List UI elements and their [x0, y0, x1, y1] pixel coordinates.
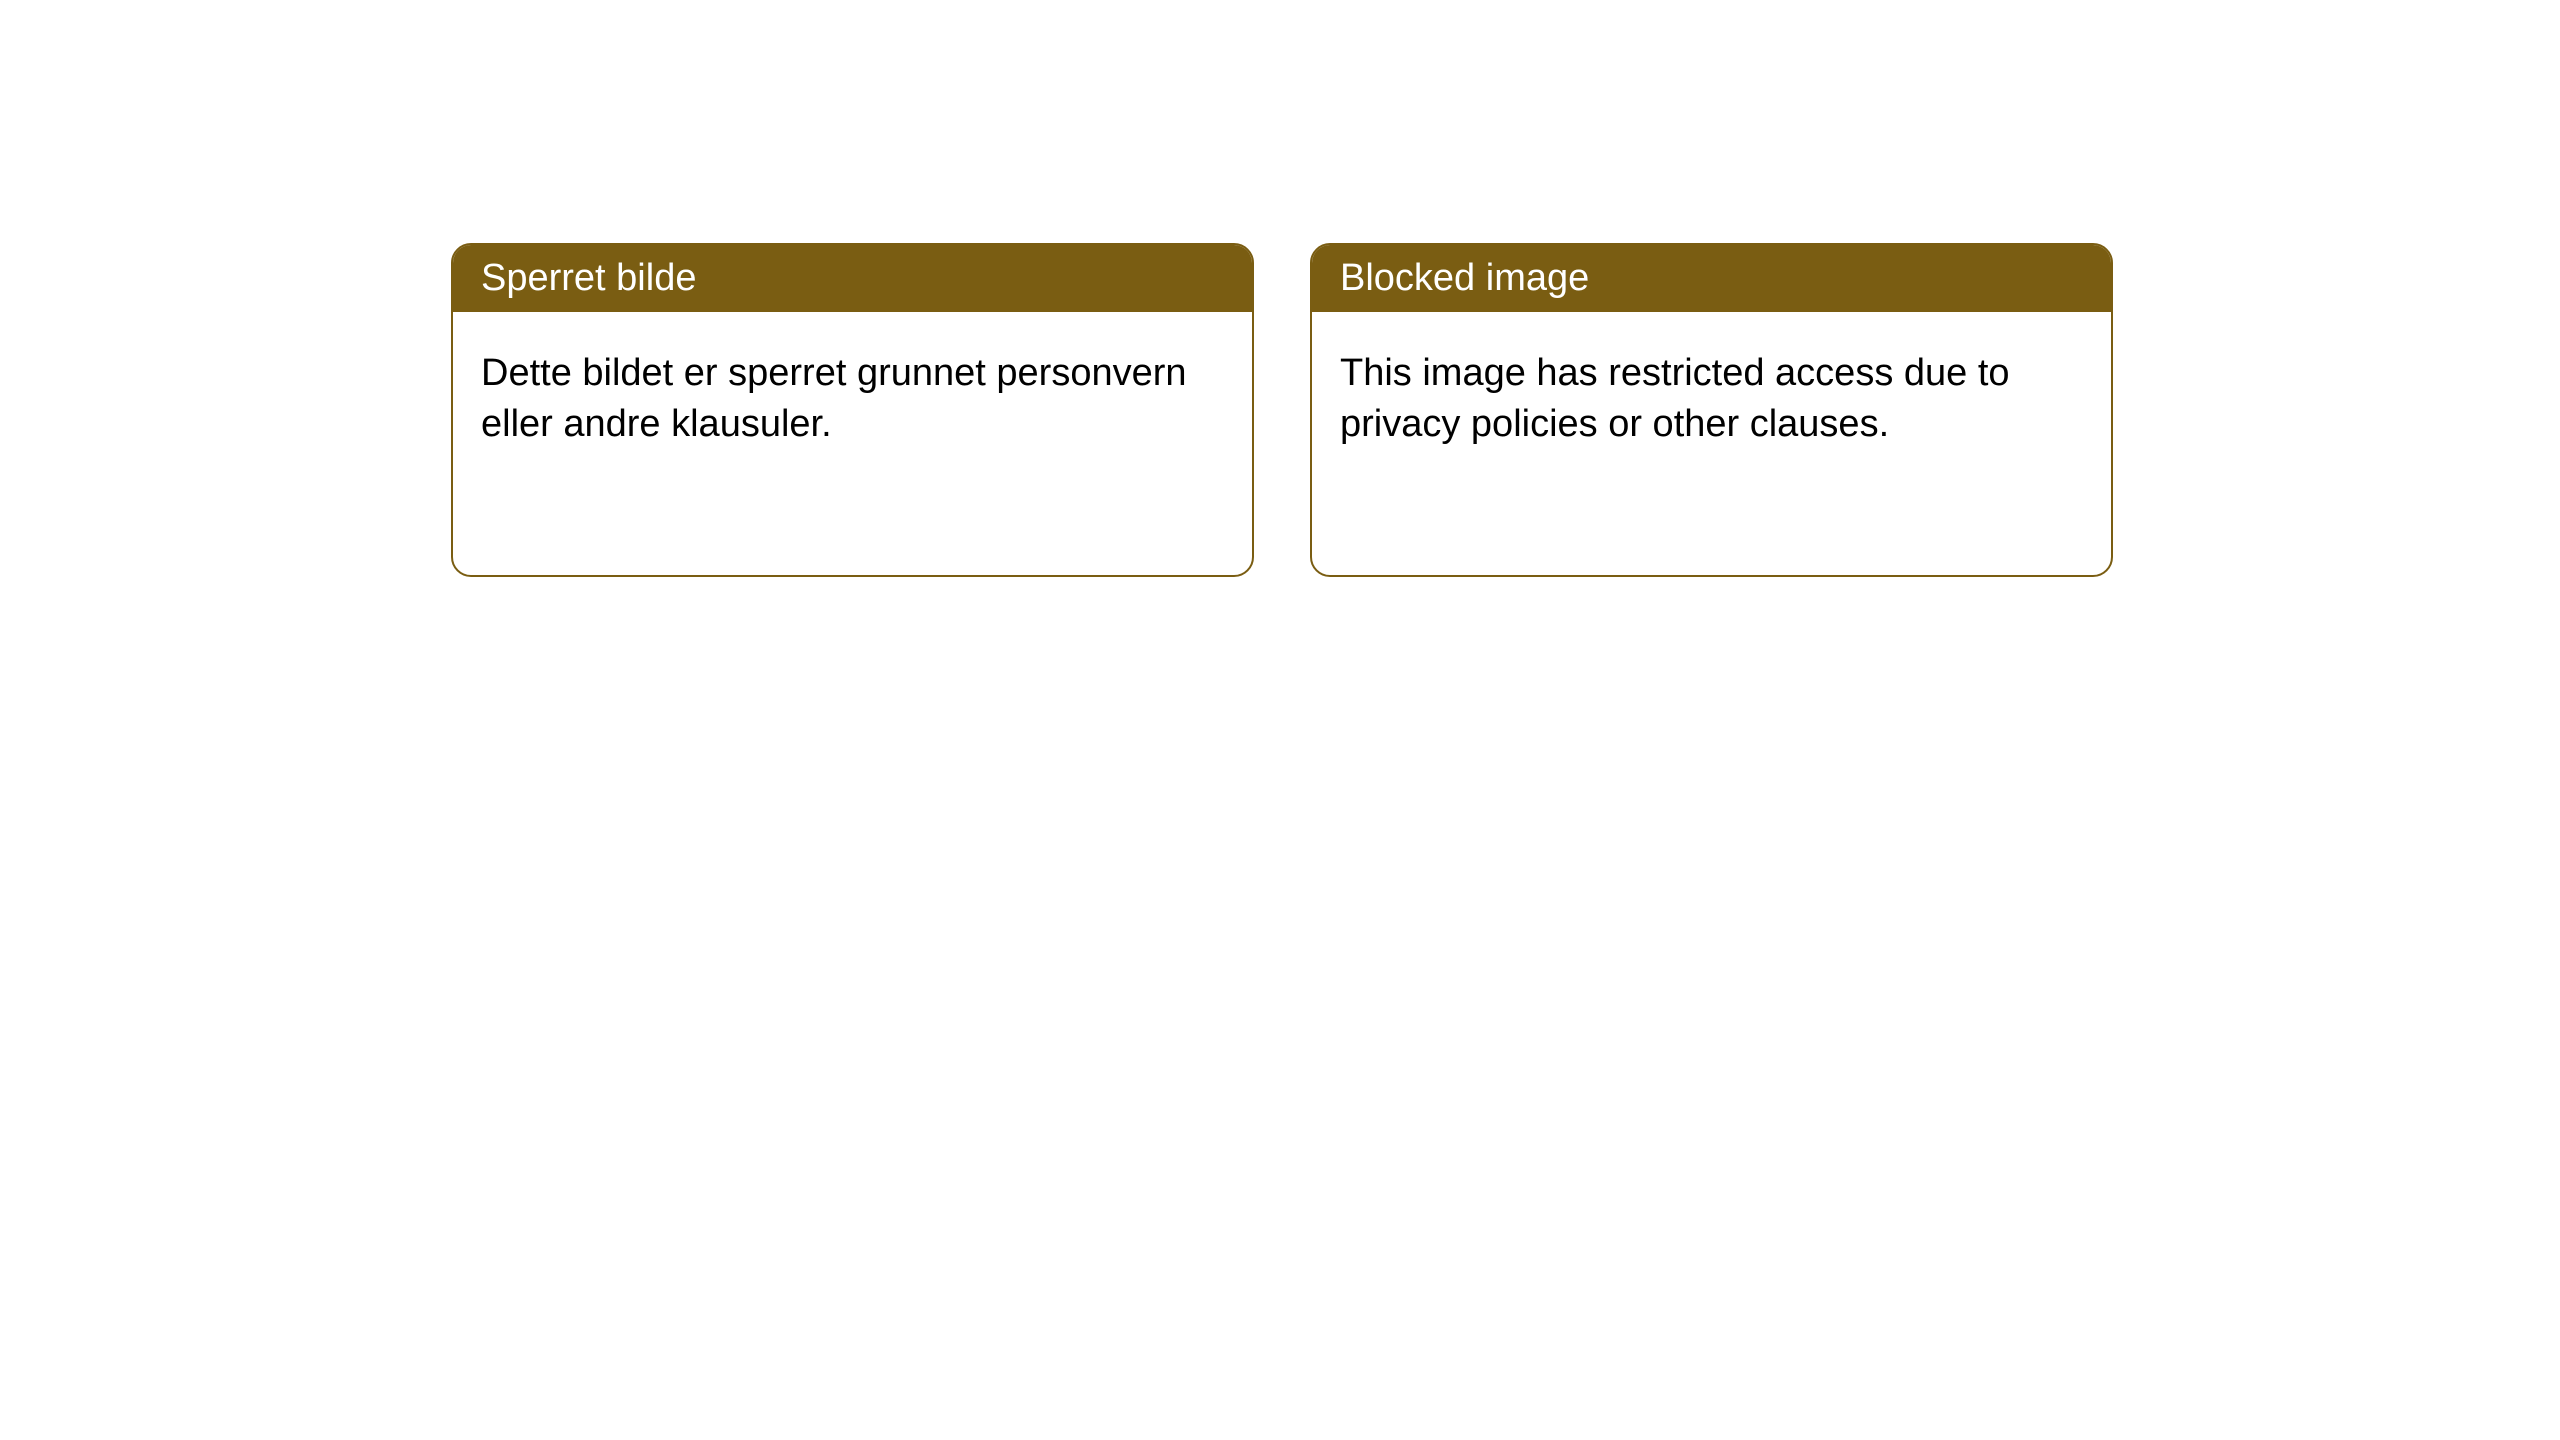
notice-header: Sperret bilde [453, 245, 1252, 312]
notice-card-english: Blocked image This image has restricted … [1310, 243, 2113, 577]
notice-card-norwegian: Sperret bilde Dette bildet er sperret gr… [451, 243, 1254, 577]
notice-header: Blocked image [1312, 245, 2111, 312]
notice-container: Sperret bilde Dette bildet er sperret gr… [0, 0, 2560, 577]
notice-body: Dette bildet er sperret grunnet personve… [453, 312, 1252, 487]
notice-body: This image has restricted access due to … [1312, 312, 2111, 487]
